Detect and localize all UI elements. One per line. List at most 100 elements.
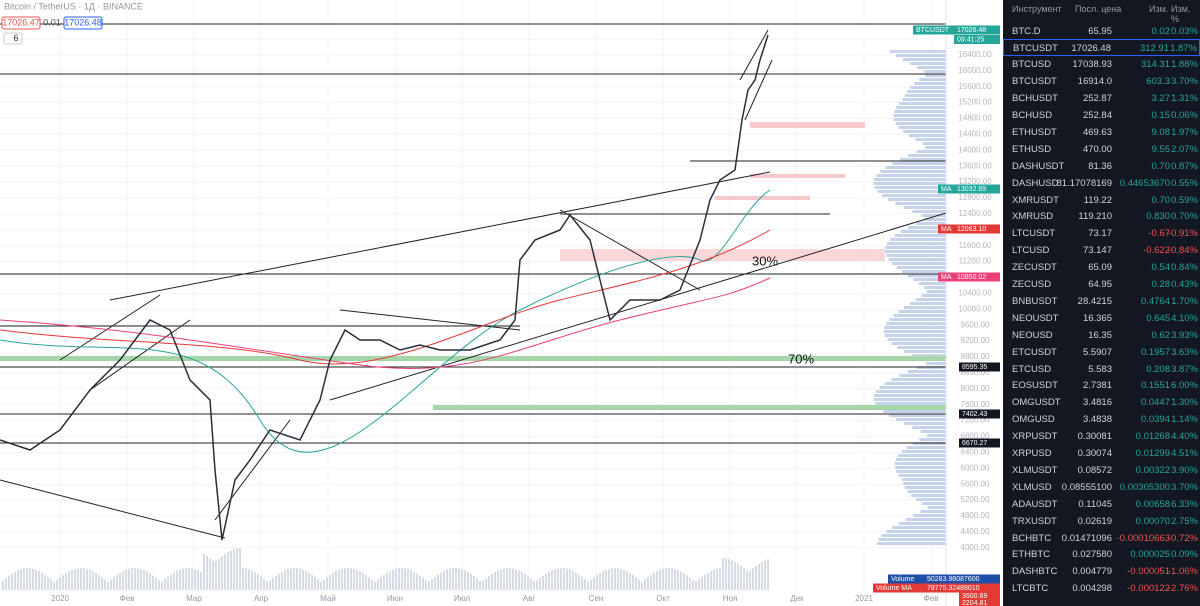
- bid-price[interactable]: 17026.47: [2, 17, 40, 27]
- indicators-count[interactable]: 6: [13, 33, 18, 43]
- column-header[interactable]: Изм.: [1149, 4, 1169, 14]
- watchlist-row[interactable]: BTCUSD 17038.93 314.31 1.88%: [1003, 56, 1200, 73]
- volume-bar: [512, 568, 514, 590]
- watchlist-row[interactable]: BCHBTC 0.01471096 -0.00010663 -0.72%: [1003, 530, 1200, 547]
- volume-bar: [437, 574, 439, 590]
- volume-bar: [719, 568, 721, 590]
- volume-bar: [374, 581, 376, 590]
- watchlist-row[interactable]: XLMUSD 0.08555100 0.00305300 3.70%: [1003, 479, 1200, 496]
- profile-bar: [898, 102, 946, 105]
- time-axis-label: 2021: [855, 594, 873, 603]
- change-percent: -0.91%: [1167, 228, 1198, 240]
- watchlist-row[interactable]: XRPUSD 0.30074 0.01299 4.51%: [1003, 445, 1200, 462]
- watchlist-row[interactable]: BCHUSDT 252.87 3.27 1.31%: [1003, 90, 1200, 107]
- watchlist-row[interactable]: XLMUSDT 0.08572 0.00322 3.90%: [1003, 462, 1200, 479]
- watchlist-row[interactable]: ZECUSD 64.95 0.28 0.43%: [1003, 276, 1200, 293]
- watchlist-row[interactable]: EOSUSDT 2.7381 0.1551 6.00%: [1003, 377, 1200, 394]
- volume-bar: [50, 579, 52, 590]
- change: 0.208: [1146, 363, 1170, 375]
- watchlist-row[interactable]: DASHUSD 81.17078169 0.44653670 0.55%: [1003, 175, 1200, 192]
- watchlist-row[interactable]: XMRUSDT 119.22 0.70 0.59%: [1003, 192, 1200, 209]
- volume-bar: [581, 576, 583, 590]
- volume-bar: [299, 568, 301, 590]
- column-header[interactable]: Изм. %: [1171, 4, 1191, 24]
- profile-bar: [907, 370, 946, 373]
- last-price: 469.63: [1082, 126, 1112, 138]
- profile-bar: [884, 382, 946, 385]
- tag-label: BTCUSDT: [916, 27, 950, 34]
- watchlist-row[interactable]: OMGUSD 3.4838 0.0394 1.14%: [1003, 411, 1200, 428]
- trend-line: [339, 309, 521, 331]
- watchlist-row[interactable]: ADAUSDT 0.11045 0.00658 6.33%: [1003, 496, 1200, 513]
- volume-bar: [188, 568, 190, 590]
- profile-bar: [907, 90, 946, 93]
- ma-line: [0, 229, 771, 365]
- watchlist-row[interactable]: TRXUSDT 0.02619 0.00070 2.75%: [1003, 513, 1200, 530]
- symbol: LTCUSD: [1012, 245, 1050, 257]
- volume-bar: [527, 576, 529, 590]
- price-axis-label: 9600.00: [961, 320, 990, 329]
- symbol: ETHUSD: [1012, 143, 1052, 155]
- profile-bar: [902, 270, 946, 273]
- volume-bar: [281, 571, 283, 590]
- watchlist-row[interactable]: ZECUSDT 65.09 0.54 0.84%: [1003, 259, 1200, 276]
- watchlist-row[interactable]: XMRUSD 119.210 0.830 0.70%: [1003, 208, 1200, 225]
- indicators-toggle[interactable]: [3, 32, 23, 45]
- last-price: 3.4816: [1082, 397, 1112, 409]
- watchlist-row[interactable]: ETHBTC 0.027580 0.000025 0.09%: [1003, 546, 1200, 563]
- symbol: BNBUSDT: [1012, 295, 1058, 307]
- watchlist-row[interactable]: ETCUSDT 5.5907 0.1957 3.63%: [1003, 344, 1200, 361]
- volume-bar: [641, 581, 643, 590]
- volume-bar: [563, 568, 565, 590]
- watchlist-row[interactable]: LTCBTC 0.004298 -0.000122 -2.76%: [1003, 580, 1200, 597]
- volume-bar: [539, 577, 541, 590]
- last-price: 28.4215: [1077, 295, 1112, 307]
- price-axis-label: 15200.00: [958, 98, 992, 107]
- price-axis-label: 10400.00: [958, 289, 992, 298]
- column-header[interactable]: Инструмент: [1012, 4, 1062, 14]
- profile-bar: [908, 226, 946, 229]
- watchlist-row[interactable]: ETHUSD 470.00 9.55 2.07%: [1003, 141, 1200, 158]
- volume-bar: [767, 559, 769, 590]
- watchlist-row[interactable]: LTCUSD 73.147 -0.622 -0.84%: [1003, 242, 1200, 259]
- change: -0.00010663: [1116, 532, 1170, 544]
- volume-bar: [485, 578, 487, 590]
- watchlist-row[interactable]: BCHUSD 252.84 0.15 0.06%: [1003, 107, 1200, 124]
- last-price: 16.365: [1082, 312, 1112, 324]
- watchlist-row[interactable]: OMGUSDT 3.4816 0.0447 1.30%: [1003, 394, 1200, 411]
- profile-bar: [876, 542, 946, 545]
- watchlist-row[interactable]: ETHUSDT 469.63 9.08 1.97%: [1003, 124, 1200, 141]
- profile-bar: [873, 182, 946, 185]
- profile-bar: [889, 50, 946, 53]
- watchlist-row[interactable]: XRPUSDT 0.30081 0.01268 4.40%: [1003, 428, 1200, 445]
- watchlist-row[interactable]: BTCUSDT 16914.0 603.3 3.70%: [1003, 73, 1200, 90]
- volume-bar: [551, 570, 553, 590]
- ask-price[interactable]: 17026.48: [64, 17, 102, 27]
- watchlist-row[interactable]: NEOUSD 16.35 0.62 3.93%: [1003, 327, 1200, 344]
- change: 0.44653670: [1119, 177, 1170, 189]
- watchlist-row[interactable]: BNBUSDT 28.4215 0.4764 1.70%: [1003, 293, 1200, 310]
- watchlist-row[interactable]: BTCUSDT 17026.48 312.91 1.87%: [1003, 39, 1200, 57]
- volume-bar: [17, 570, 19, 590]
- volume-bar: [170, 574, 172, 590]
- profile-bar: [898, 522, 946, 525]
- symbol: DASHUSDT: [1012, 160, 1065, 172]
- last-price: 3.4838: [1082, 414, 1112, 426]
- symbol: XLMUSD: [1012, 481, 1052, 493]
- column-header[interactable]: Посл. цена: [1075, 4, 1122, 14]
- tag-value-bg: [954, 272, 1000, 282]
- watchlist-row[interactable]: DASHBTC 0.004779 -0.000051 -1.06%: [1003, 563, 1200, 580]
- change: 0.1551: [1140, 380, 1170, 392]
- tag-value-bg: [954, 224, 1000, 234]
- watchlist-row[interactable]: LTCUSDT 73.17 -0.67 -0.91%: [1003, 225, 1200, 242]
- watchlist-row[interactable]: NEOUSDT 16.365 0.645 4.10%: [1003, 310, 1200, 327]
- watchlist-row[interactable]: DASHUSDT 81.36 0.70 0.87%: [1003, 158, 1200, 175]
- volume-bar: [212, 560, 214, 590]
- last-price: 73.147: [1082, 245, 1112, 257]
- price-axis-label: 15600.00: [958, 82, 992, 91]
- volume-bars: [2, 548, 769, 590]
- watchlist-row[interactable]: BTC.D 65.95 0.02 0.03%: [1003, 23, 1200, 40]
- tag-extra: 09:41:25: [957, 36, 984, 43]
- time-axis-label: 2020: [51, 594, 69, 603]
- watchlist-row[interactable]: ETCUSD 5.583 0.208 3.87%: [1003, 361, 1200, 378]
